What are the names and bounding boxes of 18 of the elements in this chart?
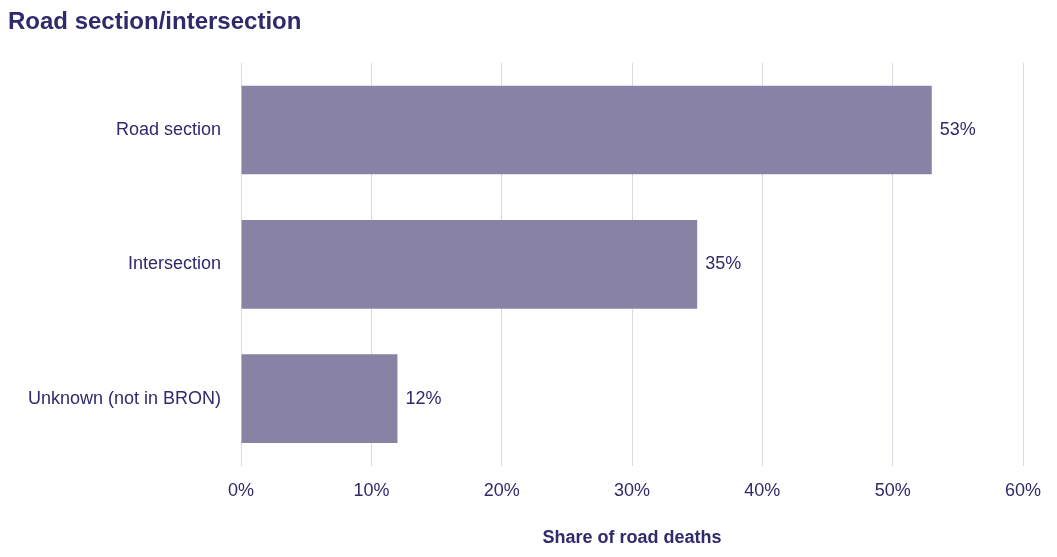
- y-tick-label: Unknown (not in BRON): [27, 387, 222, 408]
- data-label: 53%: [939, 118, 976, 139]
- data-label: 35%: [705, 253, 742, 274]
- x-tick-label: 0%: [228, 479, 255, 500]
- x-tick-label: 30%: [614, 479, 651, 500]
- x-tick-label: 20%: [483, 479, 520, 500]
- bar: [241, 85, 932, 175]
- x-tick-label: 60%: [1004, 479, 1042, 500]
- y-tick-label: Intersection: [128, 253, 222, 274]
- x-tick-label: 40%: [744, 479, 781, 500]
- data-label: 12%: [405, 387, 442, 408]
- x-axis-title: Share of road deaths: [542, 527, 722, 548]
- bar: [241, 219, 698, 309]
- x-tick-label: 10%: [353, 479, 390, 500]
- bar: [241, 354, 398, 443]
- y-tick-label: Road section: [115, 118, 222, 139]
- x-tick-label: 50%: [874, 479, 911, 500]
- chart-title: Road section/intersection: [8, 7, 302, 35]
